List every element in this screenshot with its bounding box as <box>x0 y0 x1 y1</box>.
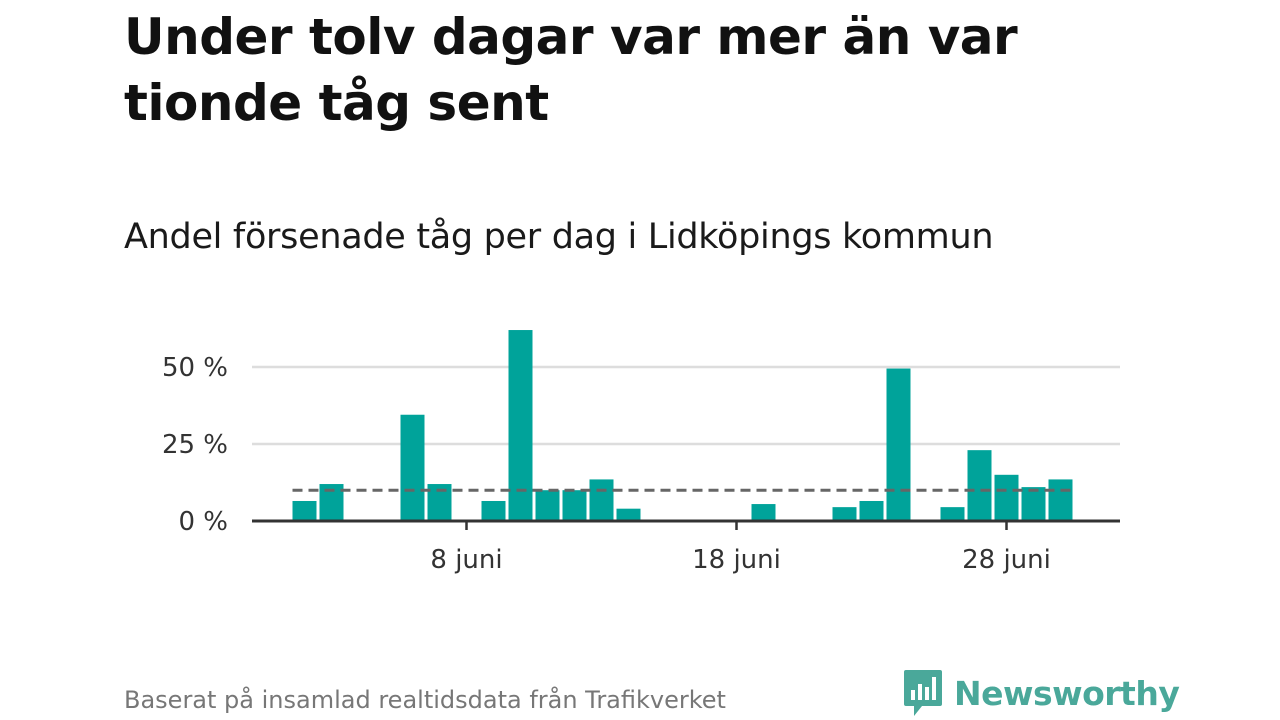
y-tick-label: 0 % <box>178 507 228 537</box>
bar <box>886 368 911 521</box>
bar <box>1021 487 1046 521</box>
bar-chart: 0 % 25 % 50 % 8 juni 18 juni 28 juni <box>162 330 1120 575</box>
bar <box>751 504 776 521</box>
x-tick-label: 18 juni <box>692 545 781 575</box>
y-tick-label: 50 % <box>162 353 228 383</box>
bar <box>994 474 1019 521</box>
bar <box>832 507 857 521</box>
newsworthy-logo[interactable]: Newsworthy <box>902 668 1180 718</box>
newsworthy-chart-bubble-icon <box>904 670 942 716</box>
bar <box>859 500 884 521</box>
source-note: Baserat på insamlad realtidsdata från Tr… <box>124 686 726 714</box>
bar <box>967 450 992 521</box>
bar <box>400 414 425 521</box>
logo-text: Newsworthy <box>954 673 1180 713</box>
bar <box>940 507 965 521</box>
bar <box>589 479 614 521</box>
y-tick-label: 25 % <box>162 430 228 460</box>
chart-title: Under tolv dagar var mer än var tionde t… <box>124 8 1018 132</box>
bar <box>481 500 506 521</box>
bar <box>292 500 317 521</box>
bar <box>1048 479 1073 521</box>
chart-subtitle: Andel försenade tåg per dag i Lidköpings… <box>124 217 994 257</box>
bar <box>616 508 641 521</box>
x-tick-label: 28 juni <box>962 545 1051 575</box>
bar <box>535 490 560 521</box>
x-tick-label: 8 juni <box>430 545 502 575</box>
bar <box>562 490 587 521</box>
bar <box>508 330 533 521</box>
